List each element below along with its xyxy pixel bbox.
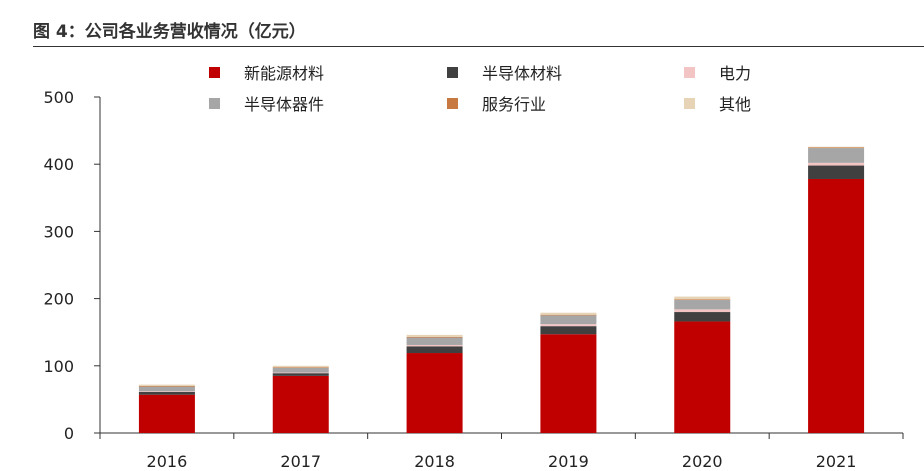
x-tick-label: 2017 (280, 452, 321, 471)
bar-segment (540, 326, 597, 335)
bar-segment (406, 336, 463, 338)
bar-segment (540, 324, 597, 327)
bar-segment (540, 312, 597, 315)
bar-segment (138, 385, 195, 387)
x-tick-label: 2016 (147, 452, 188, 471)
bar-segment (808, 148, 865, 163)
bar-segment (138, 384, 195, 386)
bar-segment (272, 375, 329, 433)
bar-segment (540, 315, 597, 325)
bar-segment (674, 309, 731, 313)
bar-segment (138, 391, 195, 393)
x-tick-label: 2021 (816, 452, 857, 471)
x-tick-label: 2018 (414, 452, 455, 471)
bar-segment (808, 165, 865, 179)
bar-segment (808, 162, 865, 166)
bar-segment (808, 147, 865, 149)
bar-segment (138, 392, 195, 395)
bar-segment (808, 178, 865, 433)
bar-segment (674, 296, 731, 300)
bar-segment (674, 299, 731, 310)
bar-segment (272, 365, 329, 368)
bar-segment (406, 346, 463, 354)
bar-segment (674, 299, 731, 300)
y-tick-label: 300 (43, 222, 74, 241)
title-rule (33, 46, 924, 47)
bar-segment (808, 146, 865, 148)
bar-segment (540, 334, 597, 433)
bar-segment (674, 312, 731, 322)
y-tick-label: 500 (43, 88, 74, 107)
y-tick-label: 0 (64, 424, 74, 443)
bar-segment (272, 373, 329, 376)
y-tick-label: 200 (43, 290, 74, 309)
bar-segment (406, 344, 463, 347)
bar-segment (406, 353, 463, 433)
x-tick-label: 2020 (682, 452, 723, 471)
bar-segment (138, 386, 195, 392)
bar-segment (406, 334, 463, 337)
bar-segment (272, 367, 329, 373)
bar-segment (272, 367, 329, 368)
figure-title: 图 4：公司各业务营收情况（亿元） (33, 22, 306, 42)
bar-segment (272, 372, 329, 374)
bar-segment (406, 337, 463, 345)
y-tick-label: 100 (43, 357, 74, 376)
y-tick-label: 400 (43, 155, 74, 174)
bar-segment (138, 394, 195, 433)
bar-segment (674, 321, 731, 433)
x-tick-label: 2019 (548, 452, 589, 471)
bar-segment (540, 314, 597, 316)
